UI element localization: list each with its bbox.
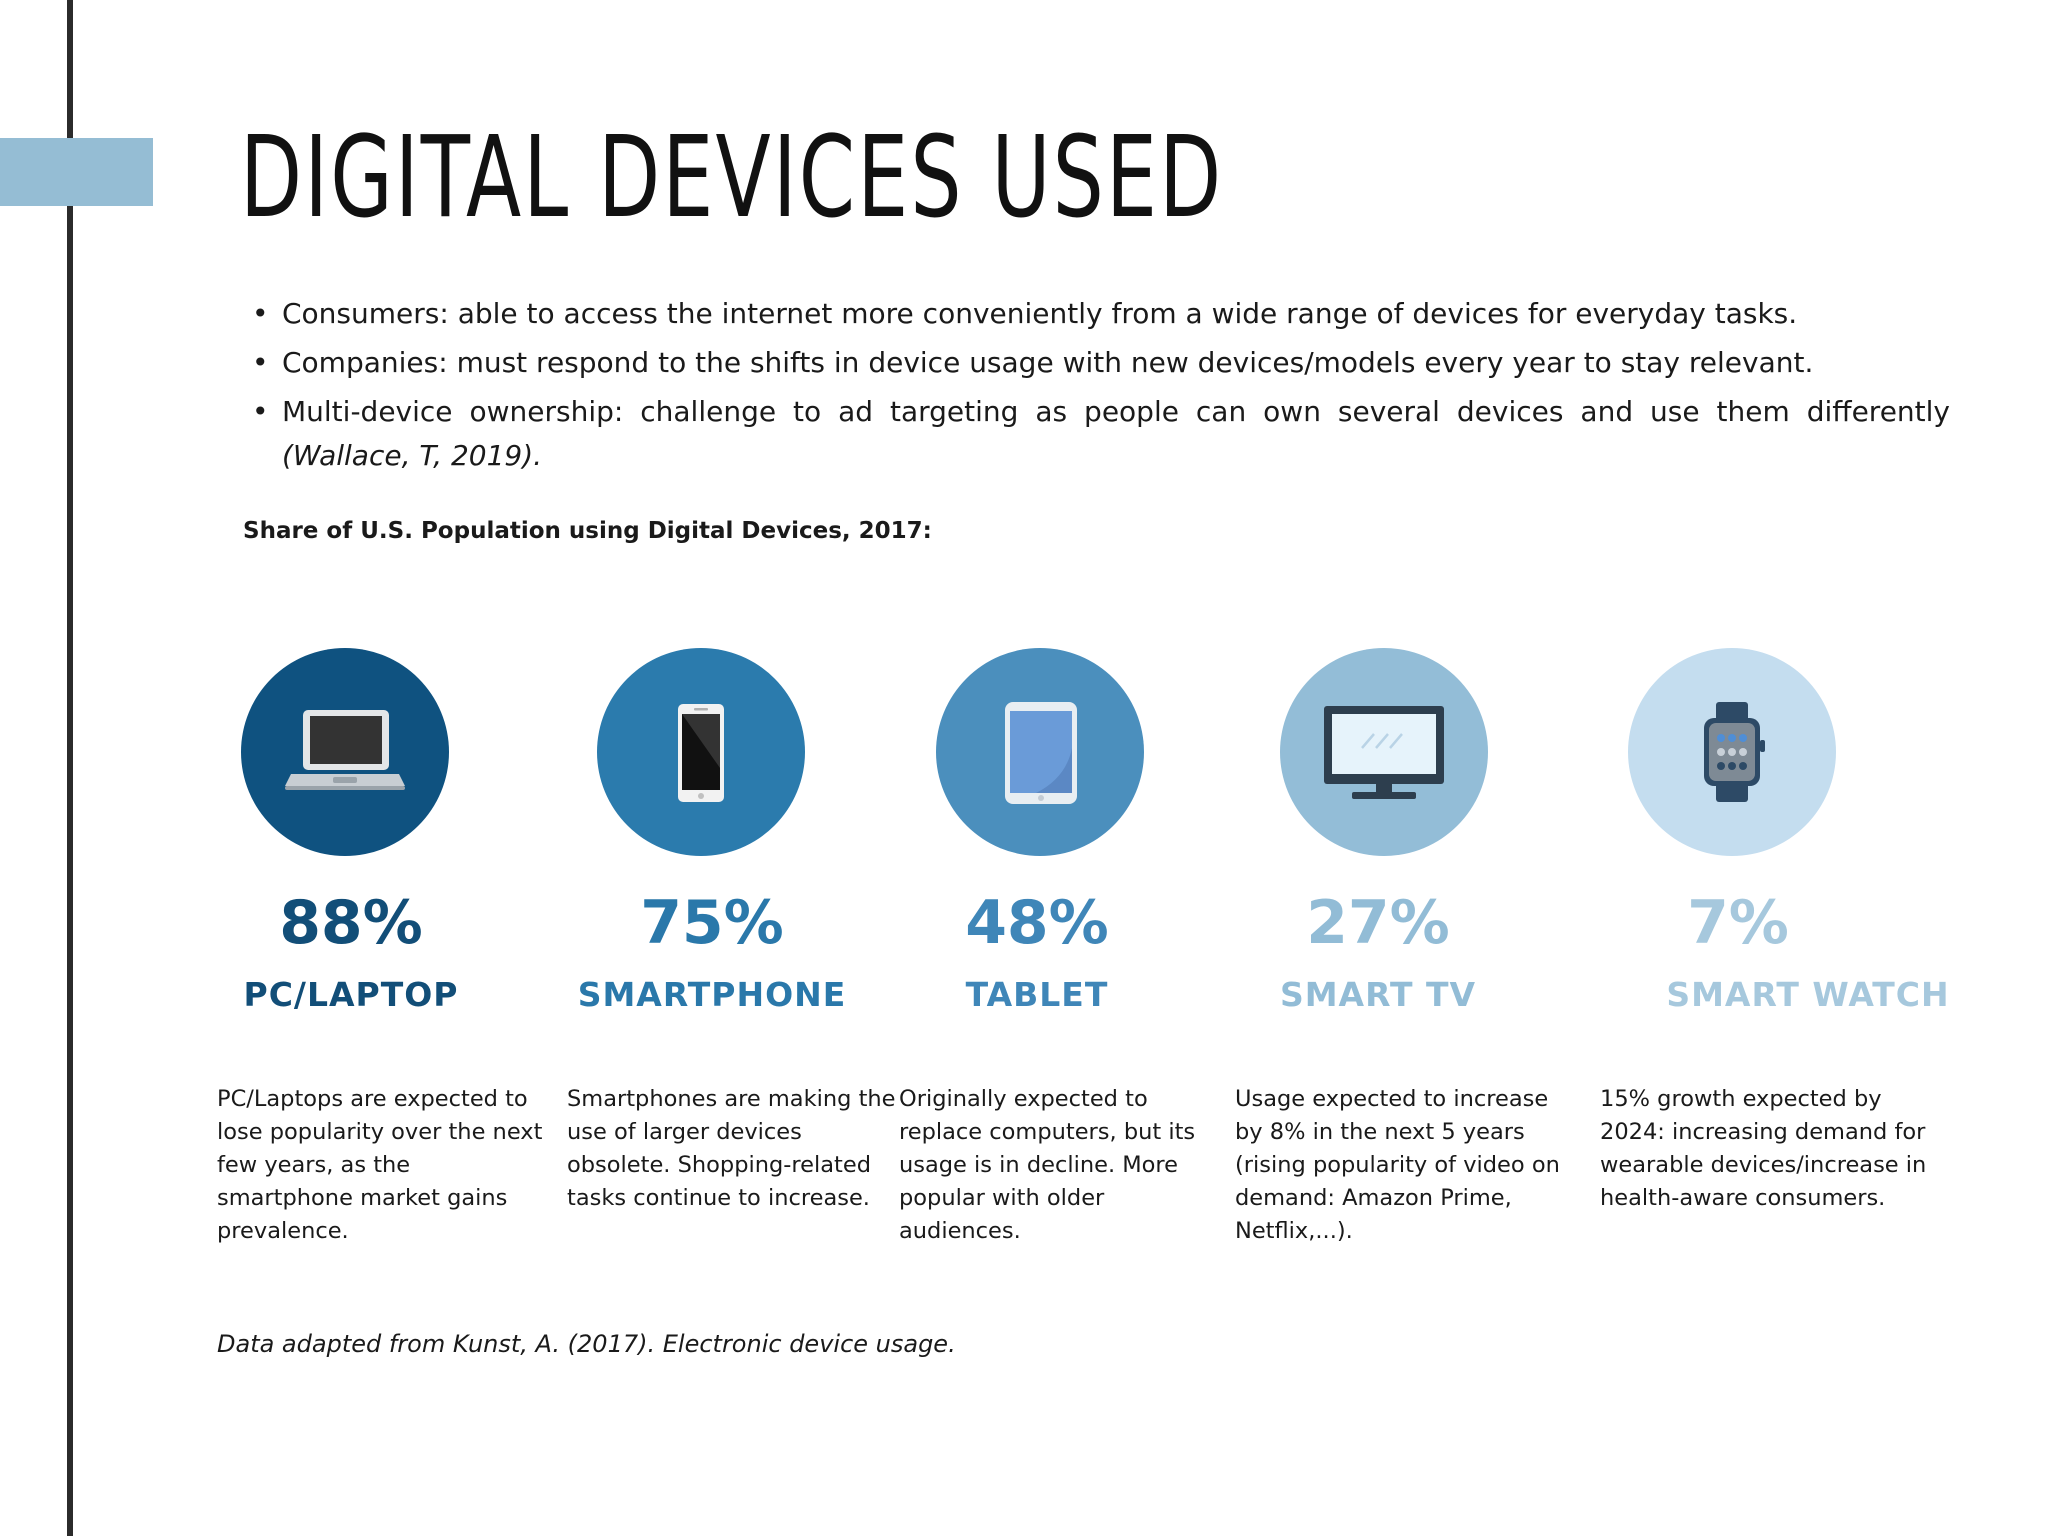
laptop-icon [285, 710, 405, 790]
device-name: SMART WATCH [1666, 975, 1950, 1014]
bullet-citation: (Wallace, T, 2019). [282, 439, 543, 472]
device-circle [1280, 648, 1488, 856]
device-smartphone: 75% SMARTPHONE [547, 648, 877, 1068]
device-smart-watch: 7% SMART WATCH [1573, 648, 1949, 1068]
device-name: TABLET [965, 975, 1109, 1014]
smartphone-icon [678, 704, 724, 802]
device-description: 15% growth expected by 2024: increasing … [1600, 1086, 1927, 1211]
bullet-consumers: Consumers: able to access the internet m… [250, 292, 1950, 336]
device-percent: 27% [1306, 888, 1450, 958]
source-footnote: Data adapted from Kunst, A. (2017). Elec… [217, 1330, 956, 1358]
device-tablet: 48% TABLET [872, 648, 1202, 1068]
device-name: SMARTPHONE [577, 975, 847, 1014]
device-percent: 48% [965, 888, 1109, 958]
page-title: DIGITAL DEVICES USED [240, 113, 1224, 243]
tablet-icon [1005, 702, 1077, 804]
device-percent: 88% [279, 888, 423, 958]
smartwatch-icon [1704, 702, 1765, 802]
device-name: PC/LAPTOP [243, 975, 459, 1014]
bullet-multi-device: Multi-device ownership: challenge to ad … [250, 390, 1950, 478]
device-description: Usage expected to increase by 8% in the … [1235, 1086, 1560, 1244]
device-percent: 75% [640, 888, 784, 958]
share-section-title: Share of U.S. Population using Digital D… [243, 518, 932, 544]
device-smart-tv: 27% SMART TV [1213, 648, 1543, 1068]
device-circle [936, 648, 1144, 856]
device-description: PC/Laptops are expected to lose populari… [217, 1086, 543, 1244]
device-description: Originally expected to replace computers… [899, 1086, 1196, 1244]
bullet-text: Companies: must respond to the shifts in… [282, 346, 1814, 379]
bullet-text: Consumers: able to access the internet m… [282, 297, 1798, 330]
bullet-companies: Companies: must respond to the shifts in… [250, 341, 1950, 385]
device-percent: 7% [1687, 888, 1789, 958]
device-circle [241, 648, 449, 856]
device-circle [597, 648, 805, 856]
title-accent-bar [0, 138, 153, 206]
vertical-rule [67, 0, 73, 1536]
device-pc-laptop: 88% PC/LAPTOP [186, 648, 516, 1068]
tv-icon [1324, 706, 1444, 799]
device-name: SMART TV [1279, 975, 1477, 1014]
bullet-text: Multi-device ownership: challenge to ad … [282, 395, 1950, 428]
bullet-list: Consumers: able to access the internet m… [250, 292, 1950, 483]
device-description: Smartphones are making the use of larger… [567, 1086, 896, 1211]
device-circle [1628, 648, 1836, 856]
